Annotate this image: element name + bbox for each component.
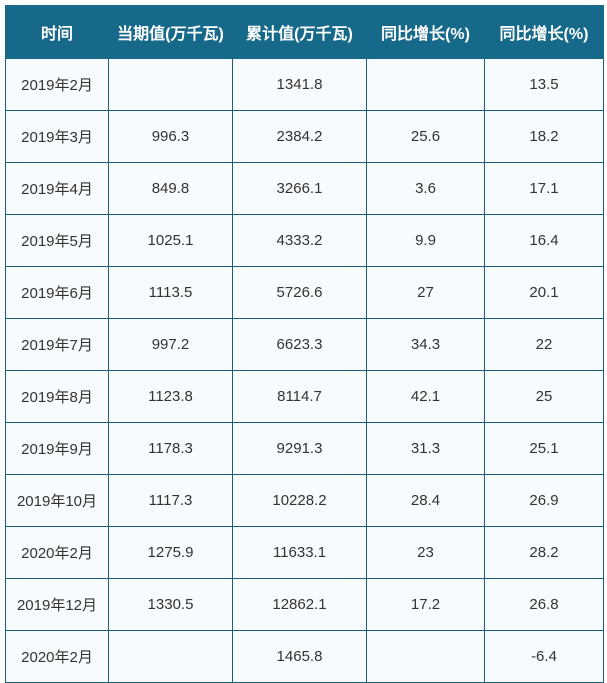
table-cell: 2019年6月	[5, 266, 109, 319]
table-cell: 1465.8	[232, 630, 367, 683]
table-cell	[366, 630, 485, 683]
table-row: 2019年7月 997.2 6623.3 34.3 22	[5, 318, 604, 371]
table-cell: -6.4	[484, 630, 604, 683]
table-cell: 3.6	[366, 162, 485, 215]
table-cell: 25	[484, 370, 604, 423]
table-cell: 2019年12月	[5, 578, 109, 631]
table-cell: 16.4	[484, 214, 604, 267]
table-cell: 26.8	[484, 578, 604, 631]
table-cell: 27	[366, 266, 485, 319]
table-cell: 2019年9月	[5, 422, 109, 475]
table-cell: 28.2	[484, 526, 604, 579]
table-cell: 2019年2月	[5, 58, 109, 111]
table-cell: 2019年7月	[5, 318, 109, 371]
table-cell: 4333.2	[232, 214, 367, 267]
table-cell: 13.5	[484, 58, 604, 111]
table-row: 2019年12月 1330.5 12862.1 17.2 26.8	[5, 578, 604, 631]
table-cell: 22	[484, 318, 604, 371]
table-cell: 25.1	[484, 422, 604, 475]
table-cell: 25.6	[366, 110, 485, 163]
table-cell: 996.3	[108, 110, 233, 163]
data-table: 时间 当期值(万千瓦) 累计值(万千瓦) 同比增长(%) 同比增长(%) 2019年2月…	[5, 5, 604, 683]
table-cell: 997.2	[108, 318, 233, 371]
table-cell: 42.1	[366, 370, 485, 423]
table-cell	[366, 58, 485, 111]
table-cell: 6623.3	[232, 318, 367, 371]
table-cell: 2019年3月	[5, 110, 109, 163]
table-cell: 5726.6	[232, 266, 367, 319]
column-header: 当期值(万千瓦)	[108, 5, 233, 59]
table-row: 2019年9月 1178.3 9291.3 31.3 25.1	[5, 422, 604, 475]
table-cell: 9.9	[366, 214, 485, 267]
table-cell: 1341.8	[232, 58, 367, 111]
header-row: 时间 当期值(万千瓦) 累计值(万千瓦) 同比增长(%) 同比增长(%)	[5, 5, 604, 59]
table-row: 2019年3月 996.3 2384.2 25.6 18.2	[5, 110, 604, 163]
table-cell: 9291.3	[232, 422, 367, 475]
table-cell: 2019年8月	[5, 370, 109, 423]
table-cell: 26.9	[484, 474, 604, 527]
table-cell: 34.3	[366, 318, 485, 371]
column-header: 同比增长(%)	[366, 5, 485, 59]
table-cell: 1025.1	[108, 214, 233, 267]
table-cell	[108, 58, 233, 111]
table-cell: 1275.9	[108, 526, 233, 579]
table-cell: 17.1	[484, 162, 604, 215]
table-cell: 849.8	[108, 162, 233, 215]
table-row: 2019年8月 1123.8 8114.7 42.1 25	[5, 370, 604, 423]
table-row: 2019年4月 849.8 3266.1 3.6 17.1	[5, 162, 604, 215]
table-cell: 2019年10月	[5, 474, 109, 527]
table-cell: 2020年2月	[5, 526, 109, 579]
table-cell: 1117.3	[108, 474, 233, 527]
table-cell: 2384.2	[232, 110, 367, 163]
table-cell: 17.2	[366, 578, 485, 631]
table-cell: 8114.7	[232, 370, 367, 423]
table-row: 2019年5月 1025.1 4333.2 9.9 16.4	[5, 214, 604, 267]
table-cell: 23	[366, 526, 485, 579]
table-cell: 2020年2月	[5, 630, 109, 683]
table-cell: 20.1	[484, 266, 604, 319]
table-row: 2019年10月 1117.3 10228.2 28.4 26.9	[5, 474, 604, 527]
table-cell: 1330.5	[108, 578, 233, 631]
table-cell	[108, 630, 233, 683]
column-header: 累计值(万千瓦)	[232, 5, 367, 59]
table-cell: 1123.8	[108, 370, 233, 423]
table-cell: 28.4	[366, 474, 485, 527]
column-header: 同比增长(%)	[484, 5, 604, 59]
table-row: 2020年2月 1275.9 11633.1 23 28.2	[5, 526, 604, 579]
table-cell: 18.2	[484, 110, 604, 163]
table-row: 2019年2月 1341.8 13.5	[5, 58, 604, 111]
table-cell: 31.3	[366, 422, 485, 475]
table-cell: 2019年4月	[5, 162, 109, 215]
table-row: 2020年2月 1465.8 -6.4	[5, 630, 604, 683]
table-cell: 1178.3	[108, 422, 233, 475]
table-cell: 3266.1	[232, 162, 367, 215]
table-row: 2019年6月 1113.5 5726.6 27 20.1	[5, 266, 604, 319]
table-cell: 1113.5	[108, 266, 233, 319]
column-header: 时间	[5, 5, 109, 59]
table-cell: 12862.1	[232, 578, 367, 631]
table-cell: 10228.2	[232, 474, 367, 527]
table-cell: 11633.1	[232, 526, 367, 579]
table-cell: 2019年5月	[5, 214, 109, 267]
